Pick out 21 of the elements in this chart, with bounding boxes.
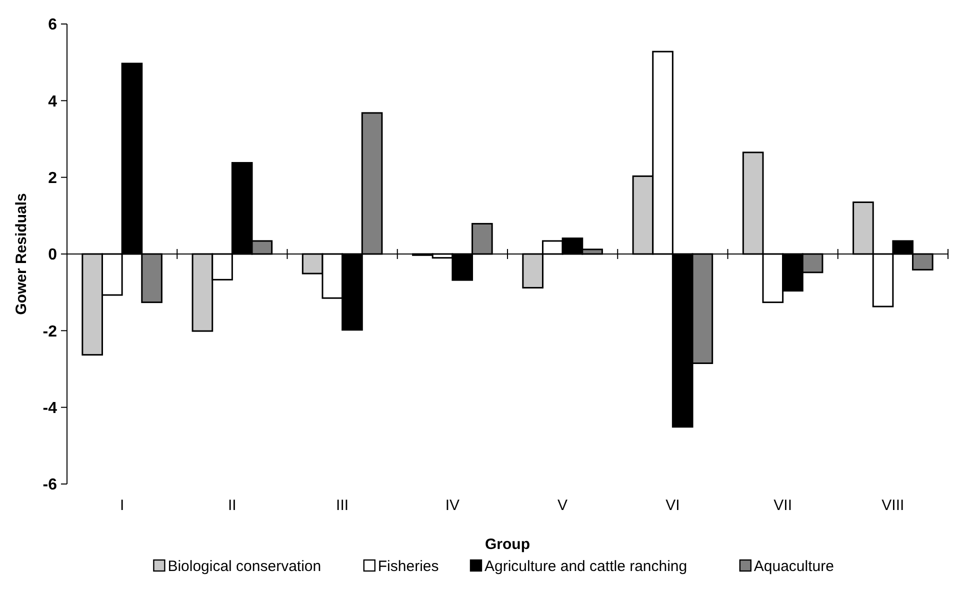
legend-label: Biological conservation — [168, 558, 322, 575]
x-tick-label: VII — [774, 497, 792, 514]
y-tick-label: 4 — [48, 93, 58, 110]
legend-label: Agriculture and cattle ranching — [484, 558, 688, 575]
x-axis-title: Group — [485, 536, 530, 553]
y-tick-label: 6 — [48, 16, 58, 34]
legend-label: Aquaculture — [754, 558, 834, 575]
y-tick-label: 2 — [48, 170, 58, 187]
x-tick-label: I — [120, 497, 124, 514]
y-axis-title: Gower Residuals — [13, 193, 30, 315]
x-tick-label: III — [336, 497, 349, 514]
legend-label: Fisheries — [378, 558, 439, 575]
x-tick-label: V — [558, 497, 568, 514]
x-tick-label: IV — [445, 497, 460, 514]
y-tick-label: -6 — [42, 476, 58, 494]
y-tick-label: 0 — [48, 246, 58, 264]
x-tick-label: II — [228, 497, 236, 514]
x-tick-label: VI — [666, 497, 680, 514]
y-tick-label: -2 — [42, 323, 58, 340]
x-tick-label: VIII — [882, 497, 904, 514]
y-tick-label: -4 — [42, 400, 58, 417]
